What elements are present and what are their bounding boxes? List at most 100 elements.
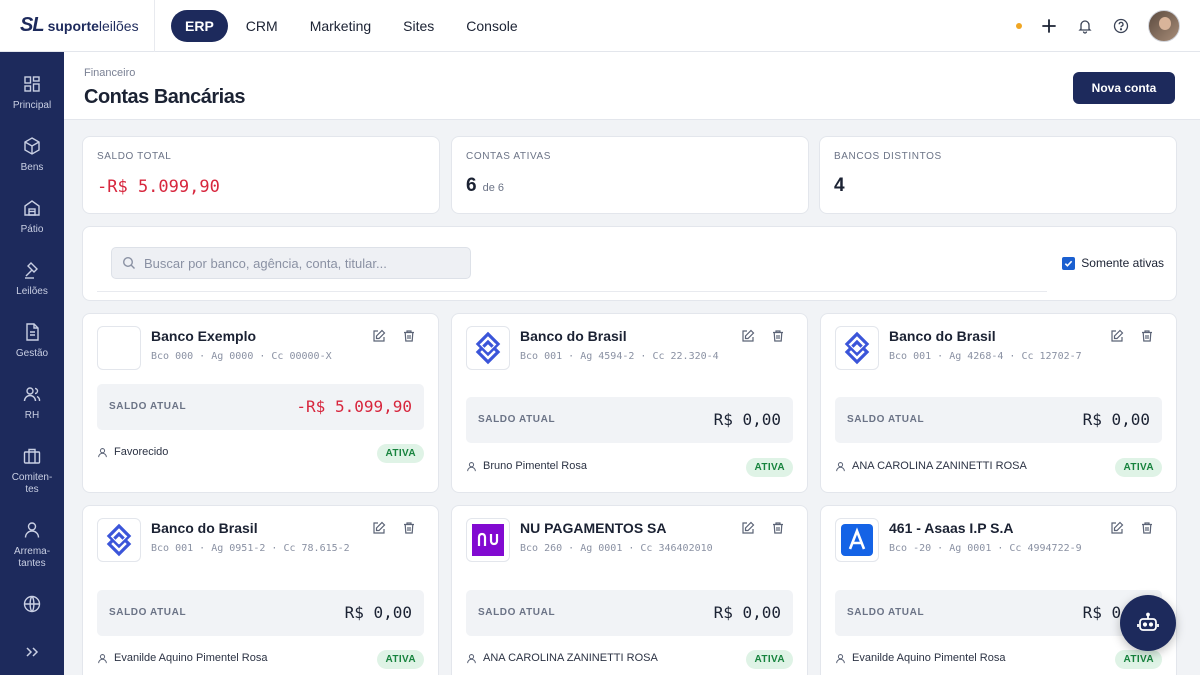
only-active-toggle[interactable]: Somente ativas (1062, 256, 1164, 270)
account-holder: Evanilde Aquino Pimentel Rosa (97, 652, 267, 664)
divider (97, 291, 1047, 292)
balance-value: R$ 0,00 (344, 603, 412, 622)
account-card[interactable]: NU PAGAMENTOS SA Bco 260 · Ag 0001 · Cc … (451, 505, 808, 675)
status-badge: ATIVA (1115, 650, 1162, 669)
nav-crm[interactable]: CRM (245, 17, 278, 34)
bell-icon[interactable] (1076, 17, 1094, 35)
nubank-logo-icon (466, 518, 510, 562)
trash-icon[interactable] (402, 329, 418, 345)
account-card[interactable]: 461 - Asaas I.P S.A Bco -20 · Ag 0001 · … (820, 505, 1177, 675)
balance-label: SALDO ATUAL (847, 607, 925, 618)
top-actions (1016, 10, 1180, 42)
user-icon (836, 461, 845, 471)
sidebar-label: Leilões (16, 286, 48, 297)
box-icon (24, 137, 40, 155)
edit-icon[interactable] (372, 329, 388, 345)
sidebar-item-comitentes[interactable]: Comiten-tes (0, 446, 64, 496)
stat-distinct-banks: BANCOS DISTINTOS 4 (819, 136, 1177, 214)
sidebar: Principal Bens Pátio Leilões Gestão RH C… (0, 52, 64, 675)
account-card[interactable]: Banco do Brasil Bco 001 · Ag 4594-2 · Cc… (451, 313, 808, 493)
users-icon (23, 387, 41, 402)
status-badge: ATIVA (377, 650, 424, 669)
status-dot-icon (1016, 23, 1022, 29)
bank-name: Banco do Brasil (520, 328, 627, 344)
breadcrumb[interactable]: Financeiro (84, 67, 136, 79)
page-title: Contas Bancárias (84, 86, 245, 108)
search-box[interactable] (111, 247, 471, 279)
stat-sub: de 6 (482, 182, 504, 194)
balance-box: SALDO ATUAL R$ 0,00 (97, 590, 424, 636)
help-icon[interactable] (1112, 17, 1130, 35)
account-card[interactable]: Banco do Brasil Bco 001 · Ag 4268-4 · Cc… (820, 313, 1177, 493)
sidebar-item-leiloes[interactable]: Leilões (0, 260, 64, 298)
sidebar-item-sites[interactable] (0, 594, 64, 614)
stat-label: BANCOS DISTINTOS (834, 151, 942, 162)
status-badge: ATIVA (377, 444, 424, 463)
only-active-checkbox[interactable] (1062, 256, 1076, 270)
sidebar-item-bens[interactable]: Bens (0, 136, 64, 174)
globe-icon (23, 595, 41, 613)
trash-icon[interactable] (771, 329, 787, 345)
stat-label: SALDO TOTAL (97, 151, 172, 162)
trash-icon[interactable] (1140, 521, 1156, 537)
stat-label: CONTAS ATIVAS (466, 151, 552, 162)
brand-mark: SL (20, 14, 45, 36)
brand-logo[interactable]: SL suporteleilões (0, 0, 155, 52)
document-icon (26, 323, 39, 341)
account-holder: Favorecido (97, 446, 168, 458)
account-card[interactable]: Banco do Brasil Bco 001 · Ag 0951-2 · Cc… (82, 505, 439, 675)
check-icon (1065, 260, 1073, 267)
bank-name: 461 - Asaas I.P S.A (889, 520, 1014, 536)
balance-label: SALDO ATUAL (478, 414, 556, 425)
balance-label: SALDO ATUAL (109, 401, 187, 412)
bank-name: Banco do Brasil (889, 328, 996, 344)
balance-label: SALDO ATUAL (847, 414, 925, 425)
sidebar-item-principal[interactable]: Principal (0, 74, 64, 112)
briefcase-icon (23, 448, 41, 464)
stat-active-accounts: CONTAS ATIVAS 6 de 6 (451, 136, 809, 214)
sidebar-label: RH (24, 410, 40, 421)
status-badge: ATIVA (1115, 458, 1162, 477)
balance-value: R$ 0,00 (1082, 410, 1150, 429)
stat-value: -R$ 5.099,90 (97, 177, 220, 197)
sidebar-item-rh[interactable]: RH (0, 384, 64, 422)
trash-icon[interactable] (402, 521, 418, 537)
edit-icon[interactable] (1110, 521, 1126, 537)
nav-erp[interactable]: ERP (171, 9, 228, 42)
nav-console[interactable]: Console (466, 17, 518, 34)
sidebar-label: Bens (20, 162, 44, 173)
nav-marketing[interactable]: Marketing (309, 17, 372, 34)
plus-icon[interactable] (1040, 17, 1058, 35)
edit-icon[interactable] (741, 329, 757, 345)
sidebar-label: Arrema-tantes (13, 546, 51, 569)
only-active-label: Somente ativas (1081, 256, 1164, 270)
sidebar-item-patio[interactable]: Pátio (0, 198, 64, 236)
account-meta: Bco 001 · Ag 4268-4 · Cc 12702-7 (889, 351, 1082, 362)
edit-icon[interactable] (372, 521, 388, 537)
edit-icon[interactable] (741, 521, 757, 537)
dashboard-icon (24, 76, 40, 92)
assistant-bot-button[interactable] (1120, 595, 1176, 651)
trash-icon[interactable] (771, 521, 787, 537)
sidebar-expand-button[interactable] (0, 642, 64, 662)
account-holder: Evanilde Aquino Pimentel Rosa (835, 652, 1005, 664)
trash-icon[interactable] (1140, 329, 1156, 345)
sidebar-item-arrematantes[interactable]: Arrema-tantes (0, 520, 64, 570)
banco-do-brasil-logo-icon (835, 326, 879, 370)
balance-box: SALDO ATUAL R$ 0,00 (835, 590, 1162, 636)
balance-box: SALDO ATUAL -R$ 5.099,90 (97, 384, 424, 430)
account-meta: Bco 000 · Ag 0000 · Cc 00000-X (151, 351, 332, 362)
balance-label: SALDO ATUAL (478, 607, 556, 618)
bank-name: NU PAGAMENTOS SA (520, 520, 667, 536)
status-badge: ATIVA (746, 650, 793, 669)
user-avatar[interactable] (1148, 10, 1180, 42)
search-icon (122, 256, 135, 269)
search-input[interactable] (144, 255, 454, 271)
user-icon (98, 653, 107, 663)
account-card[interactable]: Banco Exemplo Bco 000 · Ag 0000 · Cc 000… (82, 313, 439, 493)
nav-sites[interactable]: Sites (403, 17, 435, 34)
new-account-button[interactable]: Nova conta (1073, 72, 1175, 104)
gavel-icon (25, 262, 38, 279)
edit-icon[interactable] (1110, 329, 1126, 345)
sidebar-item-gestao[interactable]: Gestão (0, 322, 64, 360)
